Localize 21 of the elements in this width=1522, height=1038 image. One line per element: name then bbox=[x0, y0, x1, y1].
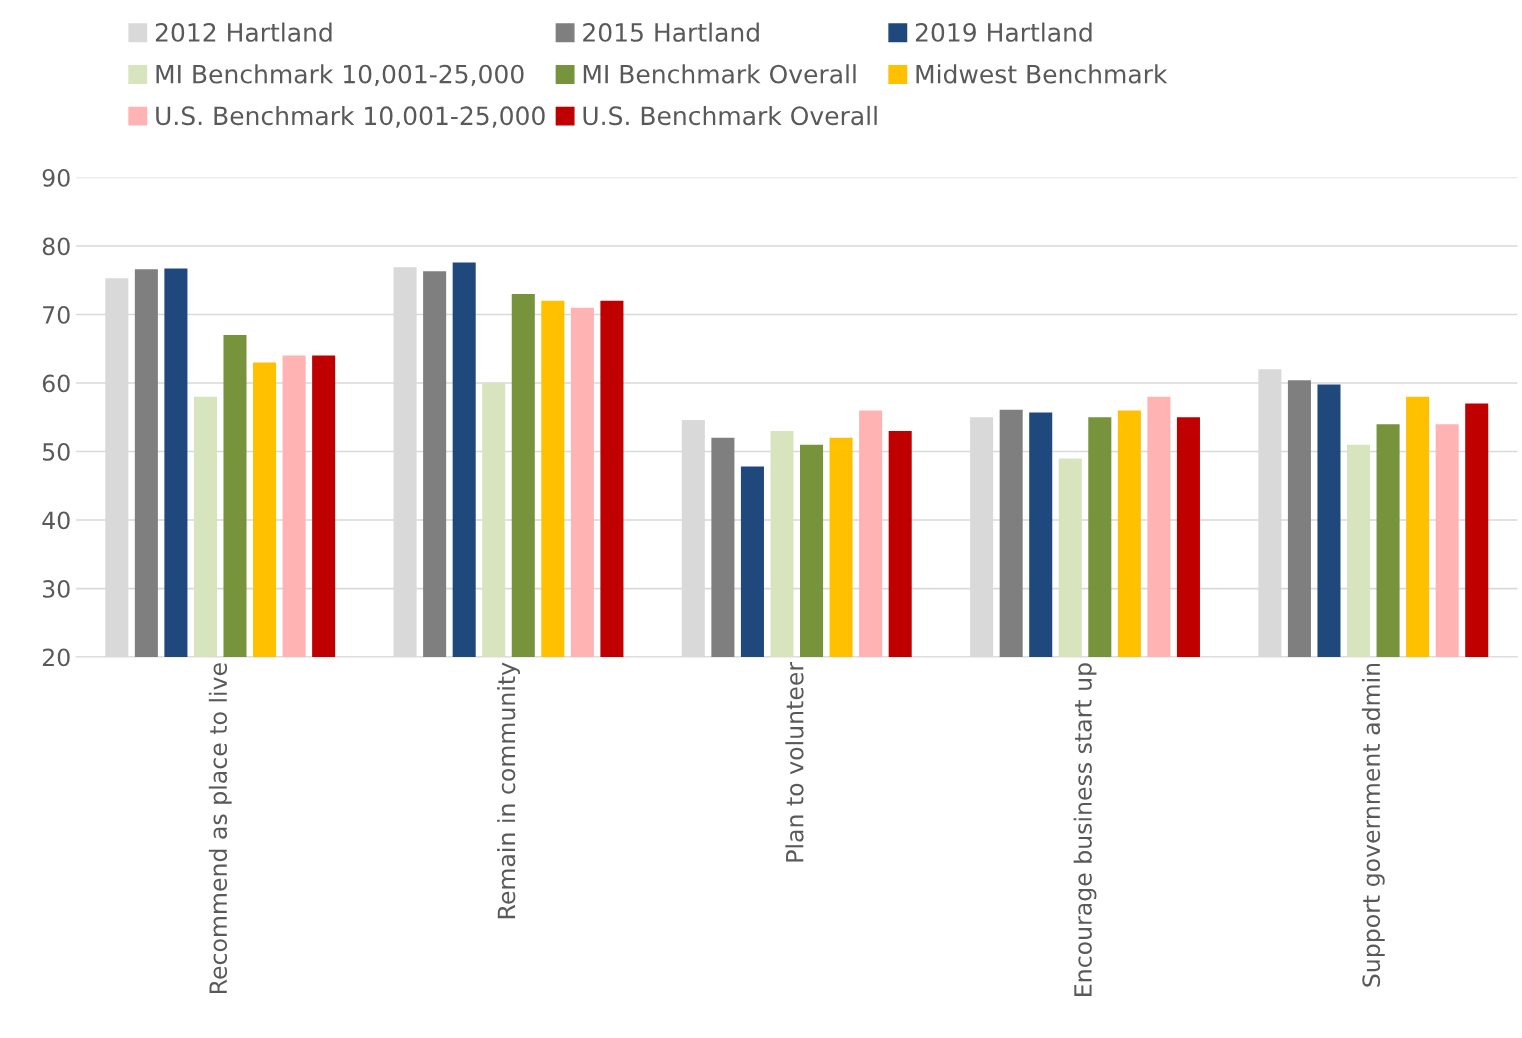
legend-label: 2012 Hartland bbox=[155, 22, 332, 42]
y-tick-label: 90 bbox=[42, 168, 70, 187]
x-tick-label: Plan to volunteer bbox=[785, 661, 804, 862]
legend-label: MI Benchmark Overall bbox=[583, 64, 856, 84]
legend-label: Midwest Benchmark bbox=[916, 64, 1168, 84]
y-tick-label: 60 bbox=[42, 374, 70, 393]
legend-label: U.S. Benchmark 10,001-25,000 bbox=[156, 105, 545, 128]
x-tick-label: Recommend as place to live bbox=[208, 663, 232, 994]
legend-label: U.S. Benchmark Overall bbox=[583, 105, 877, 126]
y-tick-label: 50 bbox=[43, 442, 70, 461]
x-tick-label: Encourage business start up bbox=[1073, 663, 1097, 996]
legend-label: 2019 Hartland bbox=[915, 22, 1092, 42]
x-tick-label: Support government admin bbox=[1361, 663, 1385, 987]
legend-label: MI Benchmark 10,001-25,000 bbox=[156, 64, 524, 87]
y-tick-label: 30 bbox=[42, 579, 70, 598]
legend-label: 2015 Hartland bbox=[583, 22, 759, 42]
y-tick-label: 20 bbox=[42, 648, 70, 667]
x-tick-label: Remain in community bbox=[497, 662, 520, 919]
y-tick-label: 40 bbox=[42, 511, 70, 530]
y-tick-label: 70 bbox=[43, 305, 70, 324]
y-tick-label: 80 bbox=[42, 237, 70, 256]
